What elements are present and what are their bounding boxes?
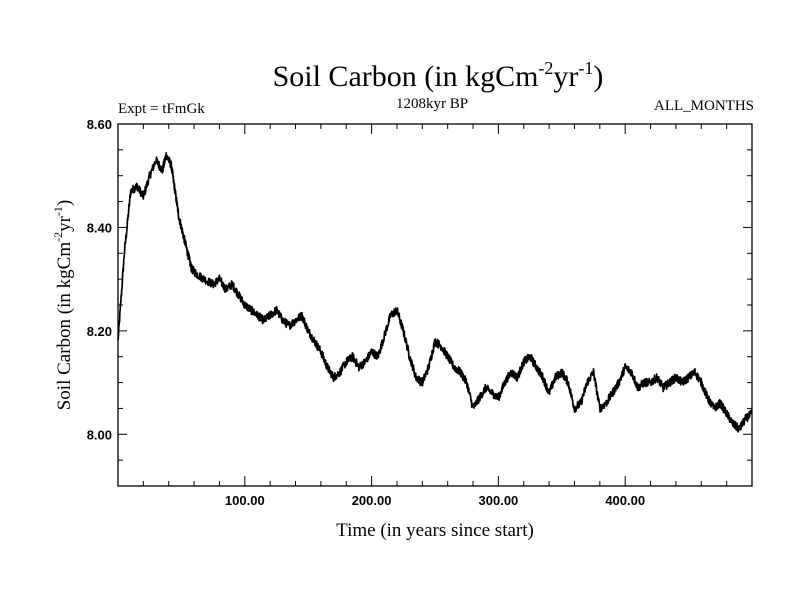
y-axis-label-exponent-2: -1	[51, 206, 65, 216]
y-axis-label-main: Soil Carbon (in kgCm	[54, 242, 75, 411]
x-axis-ticks: 100.00 200.00 300.00 400.00	[142, 124, 728, 508]
chart-title-close: )	[593, 60, 603, 93]
plot-frame	[117, 123, 753, 487]
y-axis-label: Soil Carbon (in kgCm-2yr-1)	[51, 200, 75, 411]
x-tick-label: 100.00	[225, 493, 265, 508]
chart-title: Soil Carbon (in kgCm-2yr-1)	[273, 58, 604, 93]
subtitle-left: Expt = tFmGk	[118, 101, 205, 117]
chart-title-exponent-1: -2	[538, 58, 553, 78]
y-tick-label: 8.60	[87, 117, 112, 132]
y-axis-label-close: )	[54, 200, 75, 206]
series-line-soil-carbon	[117, 151, 753, 433]
subtitle-right: ALL_MONTHS	[654, 98, 754, 114]
x-tick-label: 200.00	[352, 493, 392, 508]
x-axis-label: Time (in years since start)	[336, 520, 534, 541]
chart-title-exponent-2: -1	[578, 58, 593, 78]
subtitle-center: 1208kyr BP	[396, 96, 468, 112]
x-tick-label: 300.00	[479, 493, 519, 508]
y-tick-label: 8.00	[87, 427, 112, 442]
y-axis-label-exponent-1: -2	[51, 232, 65, 242]
y-tick-label: 8.20	[87, 324, 112, 339]
x-tick-label: 400.00	[605, 493, 645, 508]
y-tick-label: 8.40	[87, 220, 112, 235]
chart-title-mid: yr	[553, 60, 578, 93]
y-axis-label-mid: yr	[54, 215, 75, 232]
chart-title-main: Soil Carbon (in kgCm	[273, 60, 539, 93]
y-axis-ticks: 8.00 8.20 8.40 8.60	[87, 117, 752, 487]
